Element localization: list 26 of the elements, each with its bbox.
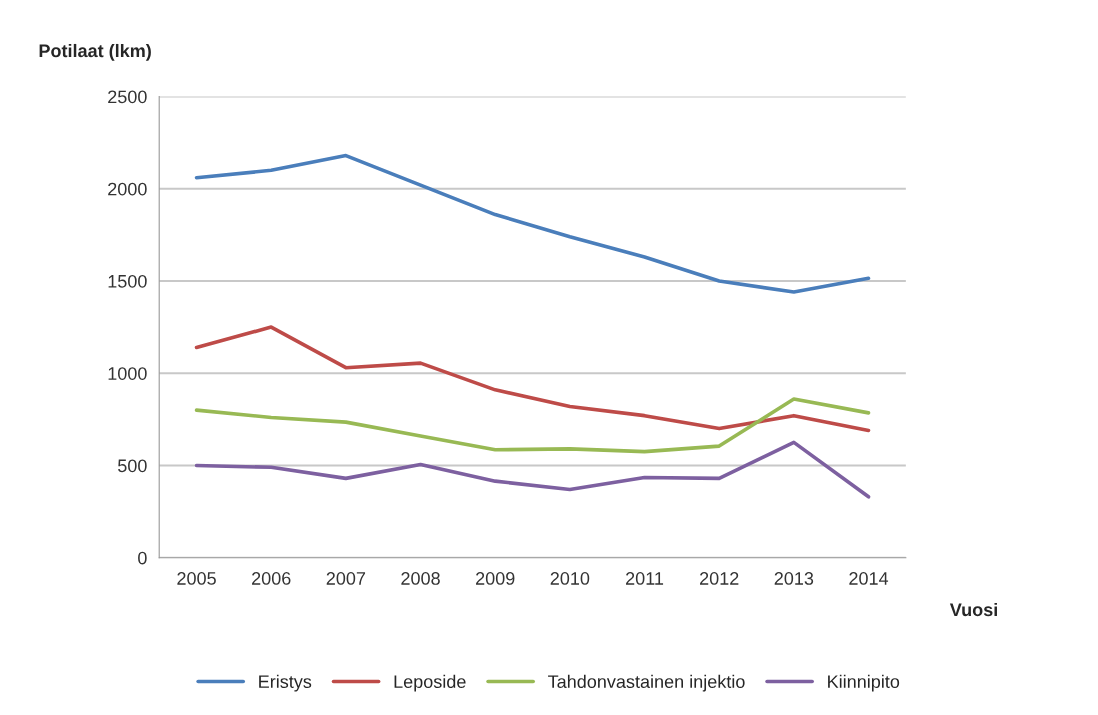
x-tick-label: 2005 (177, 572, 216, 585)
y-tick-label: 0 (138, 551, 147, 565)
legend-label: Leposide (394, 674, 466, 692)
y-tick-label: 1000 (108, 367, 147, 380)
y-tick-label: 1500 (108, 274, 147, 288)
x-tick-label: 2010 (550, 572, 590, 585)
x-axis-title: Vuosi (949, 602, 997, 617)
line-series (194, 153, 871, 294)
x-tick-label: 2009 (476, 572, 515, 585)
legend-label: Kiinnipito (828, 674, 900, 692)
y-tick-label: 2000 (108, 182, 147, 196)
line-series (194, 325, 871, 433)
x-tick-label: 2014 (849, 572, 889, 585)
y-tick-label: 2500 (108, 90, 147, 104)
line-series (194, 440, 871, 499)
legend-label: Tahdonvastainen injektio (548, 674, 745, 692)
x-tick-label: 2013 (774, 572, 814, 585)
x-tick-label: 2007 (326, 572, 366, 585)
x-tick-label: 2008 (401, 572, 440, 585)
line-series (194, 397, 871, 454)
legend-label: Eristys (259, 674, 312, 692)
y-axis-title: Potilaat (lkm) (39, 43, 151, 61)
x-tick-label: 2006 (252, 572, 291, 585)
x-tick-label: 2011 (626, 572, 664, 585)
x-tick-label: 2012 (700, 572, 739, 585)
y-tick-label: 500 (118, 459, 147, 473)
